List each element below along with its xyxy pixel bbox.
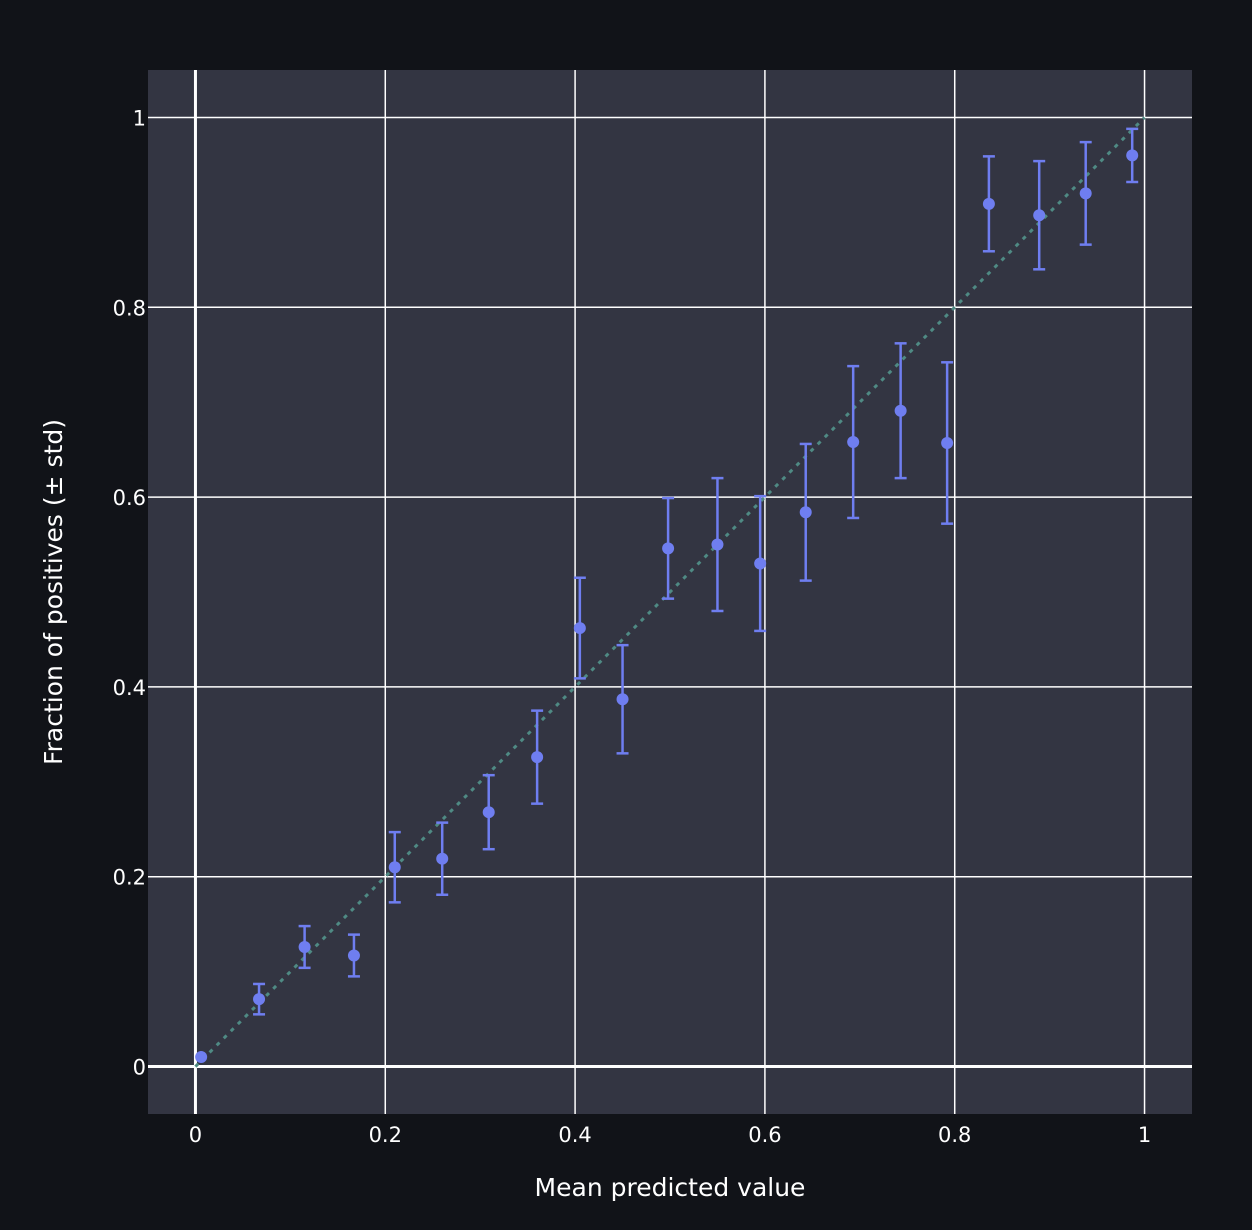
data-point	[531, 751, 544, 764]
data-point	[1033, 209, 1046, 222]
x-tick-label: 0.6	[748, 1123, 781, 1147]
x-tick-label: 1	[1138, 1123, 1151, 1147]
y-tick-labels: 0 0.2 0.4 0.6 0.8 1	[113, 106, 146, 1079]
y-tick-label: 0.6	[113, 486, 146, 510]
data-point	[347, 949, 360, 962]
x-tick-label: 0.8	[938, 1123, 971, 1147]
data-points	[195, 149, 1139, 1064]
data-point	[298, 940, 311, 953]
data-point	[616, 693, 629, 706]
y-tick-label: 0.4	[113, 676, 146, 700]
x-axis-title: Mean predicted value	[535, 1173, 806, 1202]
data-point	[436, 852, 449, 865]
data-point	[711, 538, 724, 551]
x-tick-label: 0	[189, 1123, 202, 1147]
data-point	[662, 542, 675, 555]
data-point	[982, 197, 995, 210]
data-point	[847, 436, 860, 449]
data-point	[253, 993, 266, 1006]
data-point	[799, 506, 812, 519]
data-point	[1079, 187, 1092, 200]
y-tick-label: 0.8	[113, 296, 146, 320]
y-axis-title: Fraction of positives (± std)	[39, 419, 68, 765]
y-tick-label: 0	[133, 1056, 146, 1080]
data-point	[482, 806, 495, 819]
y-tick-label: 1	[133, 106, 146, 130]
data-point	[1126, 149, 1139, 162]
x-tick-label: 0.2	[369, 1123, 402, 1147]
x-tick-label: 0.4	[558, 1123, 591, 1147]
y-tick-label: 0.2	[113, 866, 146, 890]
data-point	[388, 861, 401, 874]
reference-diagonal	[194, 116, 1146, 1068]
data-point	[573, 622, 586, 635]
data-point	[894, 404, 907, 417]
data-point	[195, 1051, 208, 1064]
data-point	[754, 557, 767, 570]
x-tick-labels: 0 0.2 0.4 0.6 0.8 1	[189, 1123, 1151, 1147]
reference-diagonal-line	[194, 116, 1146, 1068]
data-point	[941, 436, 954, 449]
